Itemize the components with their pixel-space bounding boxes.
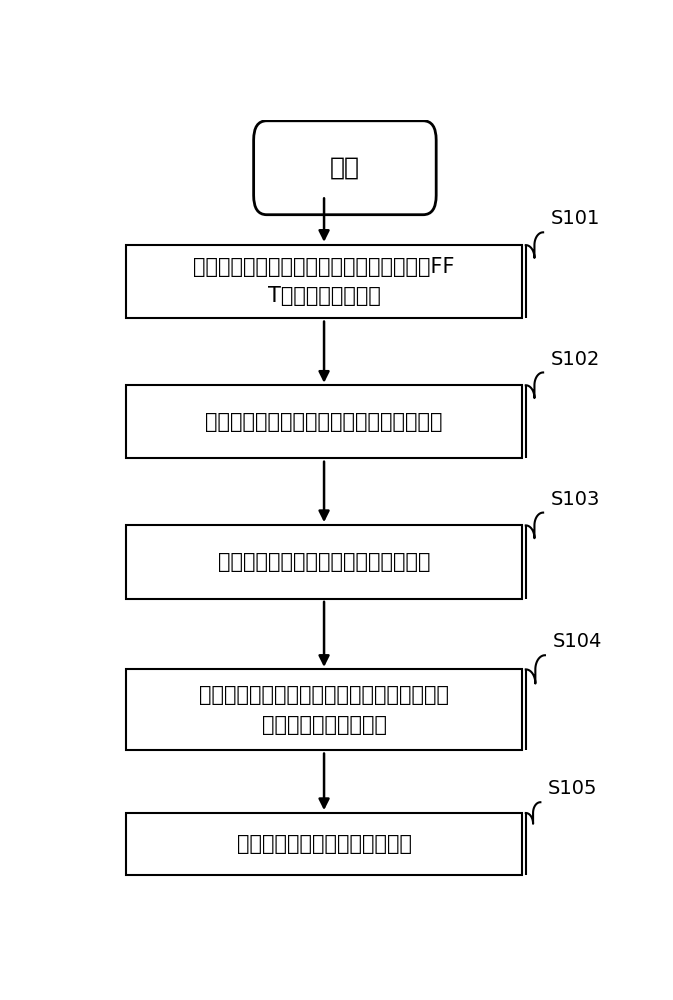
- Text: S103: S103: [551, 490, 600, 509]
- Text: 计算序列中的噪声并计算信噪比: 计算序列中的噪声并计算信噪比: [236, 834, 412, 854]
- Text: 对变换后的频域序列进行符号定时偏差估计: 对变换后的频域序列进行符号定时偏差估计: [205, 412, 443, 432]
- FancyBboxPatch shape: [254, 121, 436, 215]
- Bar: [126, 245, 522, 318]
- Text: 接收信号序列并对其进行快速傅里叶变换（FF
T），得到频域序列: 接收信号序列并对其进行快速傅里叶变换（FF T），得到频域序列: [193, 257, 455, 306]
- Text: S105: S105: [548, 779, 598, 798]
- Text: S104: S104: [553, 632, 602, 651]
- Bar: [126, 385, 522, 458]
- Bar: [126, 813, 522, 875]
- Text: S101: S101: [551, 209, 600, 228]
- Bar: [126, 525, 522, 599]
- Bar: [126, 669, 522, 750]
- Text: S102: S102: [551, 350, 600, 369]
- Text: 对多个重复序列的最佳采样值进行均值计算，
并将其归一化到标准值: 对多个重复序列的最佳采样值进行均值计算， 并将其归一化到标准值: [199, 685, 449, 735]
- Text: 根据内插算法得到最佳采样点的采样值: 根据内插算法得到最佳采样点的采样值: [218, 552, 430, 572]
- Text: 开始: 开始: [330, 156, 360, 180]
